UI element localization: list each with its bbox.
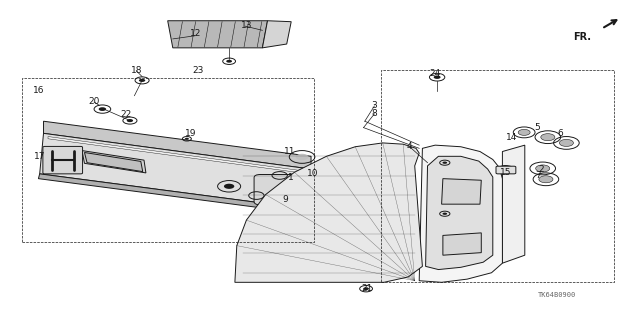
Circle shape [185, 138, 189, 140]
Text: 24: 24 [429, 69, 441, 78]
Polygon shape [84, 152, 143, 172]
Text: 8: 8 [372, 109, 377, 118]
Text: 5: 5 [535, 123, 540, 132]
Polygon shape [442, 179, 481, 204]
Polygon shape [502, 145, 525, 263]
Text: 2: 2 [538, 165, 543, 174]
Circle shape [536, 165, 550, 172]
Text: 11: 11 [284, 147, 296, 156]
Text: 16: 16 [33, 86, 44, 95]
Circle shape [559, 139, 573, 146]
Polygon shape [419, 145, 502, 282]
Circle shape [224, 184, 234, 189]
Circle shape [442, 212, 447, 215]
Text: 9: 9 [282, 195, 287, 204]
Polygon shape [262, 21, 291, 48]
Text: FR.: FR. [573, 32, 591, 42]
Text: 13: 13 [241, 21, 252, 30]
Circle shape [139, 79, 145, 82]
Text: TK64B0900: TK64B0900 [538, 292, 576, 298]
Circle shape [227, 60, 232, 63]
Text: 20: 20 [88, 97, 100, 106]
Polygon shape [44, 121, 311, 169]
FancyBboxPatch shape [43, 146, 83, 174]
FancyBboxPatch shape [254, 174, 307, 205]
Circle shape [501, 167, 510, 172]
Circle shape [541, 134, 555, 141]
Text: 14: 14 [506, 133, 518, 142]
Text: 1: 1 [289, 173, 294, 182]
Polygon shape [40, 133, 311, 209]
Text: 23: 23 [193, 66, 204, 75]
Polygon shape [426, 156, 493, 270]
Polygon shape [443, 233, 481, 255]
Polygon shape [168, 21, 268, 48]
Circle shape [442, 161, 447, 164]
Text: 17: 17 [34, 152, 45, 161]
Polygon shape [38, 174, 307, 214]
Circle shape [539, 176, 553, 183]
Text: 6: 6 [557, 130, 563, 138]
Circle shape [518, 130, 530, 135]
Text: 15: 15 [500, 168, 511, 177]
Polygon shape [48, 137, 308, 174]
Circle shape [99, 107, 106, 111]
Text: 4: 4 [407, 142, 412, 151]
Circle shape [296, 154, 308, 160]
Text: 12: 12 [189, 29, 201, 38]
Text: 10: 10 [307, 169, 318, 178]
Text: 7: 7 [535, 171, 540, 180]
Text: 22: 22 [120, 110, 132, 119]
FancyBboxPatch shape [496, 166, 516, 174]
Polygon shape [82, 151, 146, 173]
Text: 19: 19 [185, 129, 196, 138]
Text: 21: 21 [362, 284, 373, 293]
Circle shape [364, 287, 369, 290]
Circle shape [127, 119, 133, 122]
Text: 3: 3 [372, 101, 377, 110]
Text: 18: 18 [131, 66, 142, 75]
Polygon shape [235, 143, 422, 282]
Circle shape [434, 76, 440, 79]
